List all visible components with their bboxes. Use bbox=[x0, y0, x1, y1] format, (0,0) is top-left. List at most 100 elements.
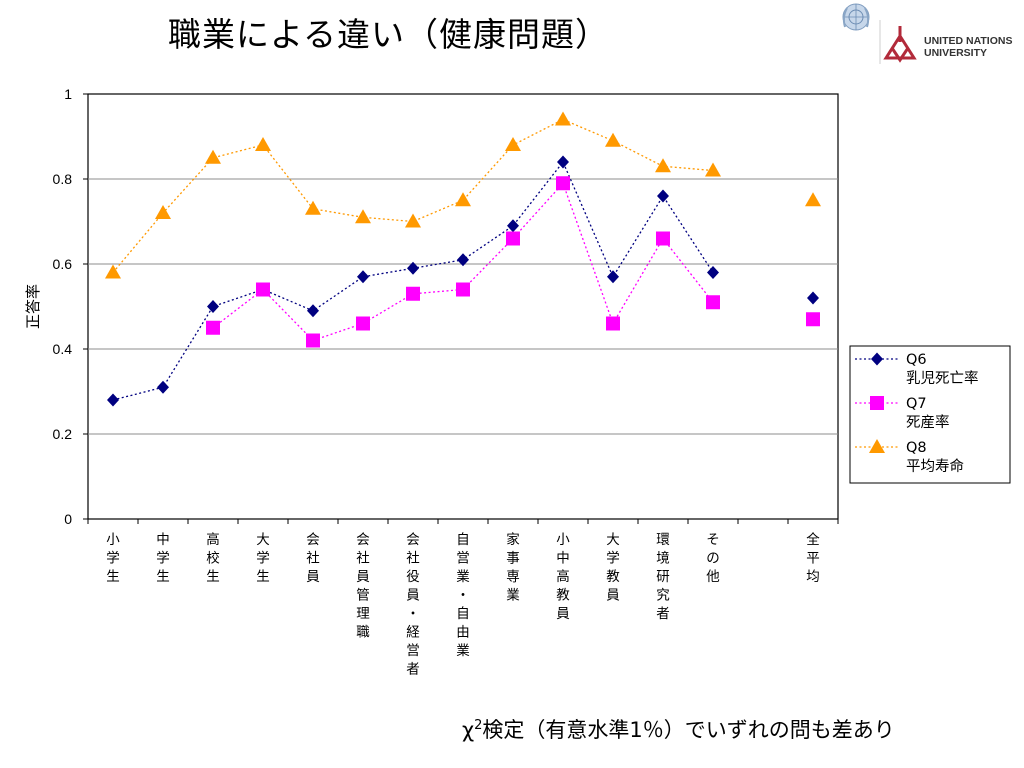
data-point bbox=[256, 282, 270, 297]
data-point bbox=[606, 316, 620, 331]
legend-marker bbox=[869, 439, 885, 453]
data-point bbox=[305, 200, 321, 215]
x-tick-char: 会 bbox=[356, 532, 370, 548]
x-tick-char: 職 bbox=[356, 625, 370, 641]
x-tick-char: ・ bbox=[406, 606, 420, 622]
x-tick-char: 校 bbox=[206, 550, 220, 567]
x-tick-char: 生 bbox=[106, 569, 120, 585]
data-point bbox=[807, 291, 819, 305]
x-tick-char: 営 bbox=[456, 551, 470, 567]
series-line bbox=[112, 118, 714, 273]
x-tick-char: 事 bbox=[506, 551, 520, 567]
series-line bbox=[112, 160, 714, 401]
x-tick-char: の bbox=[706, 551, 720, 567]
data-point bbox=[307, 304, 319, 318]
x-tick-label: 小学生 bbox=[106, 532, 120, 585]
data-point bbox=[306, 333, 320, 348]
org-name-line2: UNIVERSITY bbox=[924, 47, 988, 59]
x-tick-label: 全平均 bbox=[806, 531, 820, 585]
x-tick-char: 業 bbox=[456, 643, 470, 659]
org-name-line1: UNITED NATIONS bbox=[924, 35, 1013, 47]
x-tick-char: 究 bbox=[656, 588, 670, 604]
data-point bbox=[205, 149, 221, 164]
data-point bbox=[356, 316, 370, 331]
x-tick-char: 業 bbox=[456, 569, 470, 585]
logo-graphics bbox=[842, 3, 917, 64]
y-tick-label: 0.6 bbox=[53, 256, 73, 272]
data-point bbox=[605, 132, 621, 147]
x-tick-label: その他 bbox=[706, 532, 720, 585]
series-markers bbox=[105, 111, 821, 407]
footnote-chi: χ bbox=[462, 718, 475, 742]
series-lines bbox=[112, 118, 714, 401]
data-point bbox=[557, 155, 569, 169]
data-point bbox=[805, 192, 821, 207]
data-point bbox=[707, 266, 719, 279]
x-tick-char: 境 bbox=[656, 551, 670, 567]
data-point bbox=[607, 270, 619, 284]
data-point bbox=[157, 380, 169, 394]
data-point bbox=[406, 286, 420, 301]
legend-label: 平均寿命 bbox=[906, 457, 964, 475]
data-point bbox=[556, 176, 570, 191]
x-tick-char: 自 bbox=[456, 606, 470, 622]
y-axis-label: 正答率 bbox=[24, 284, 42, 329]
x-tick-char: そ bbox=[706, 532, 720, 548]
data-point bbox=[206, 320, 220, 335]
unu-logo: UNITED NATIONS UNIVERSITY bbox=[836, 2, 1024, 66]
y-tick-label: 0.2 bbox=[53, 426, 73, 442]
x-tick-char: 社 bbox=[406, 551, 420, 567]
legend-label: Q8 bbox=[906, 440, 927, 456]
x-tick-char: 生 bbox=[156, 569, 170, 585]
x-tick-char: 員 bbox=[356, 569, 370, 585]
x-tick-char: 大 bbox=[256, 532, 270, 548]
x-tick-char: 員 bbox=[306, 569, 320, 585]
data-point bbox=[706, 295, 720, 310]
y-tick-label: 1 bbox=[64, 86, 72, 102]
data-point bbox=[656, 231, 670, 246]
legend-label: 乳児死亡率 bbox=[906, 370, 979, 387]
x-tick-char: 他 bbox=[706, 569, 720, 585]
x-tick-char: 学 bbox=[106, 551, 120, 567]
data-point bbox=[506, 231, 520, 246]
x-tick-char: 経 bbox=[406, 625, 420, 641]
x-tick-char: 会 bbox=[306, 532, 320, 548]
x-tick-char: 業 bbox=[506, 588, 520, 604]
un-emblem-icon bbox=[842, 3, 870, 31]
x-tick-char: 理 bbox=[356, 606, 370, 622]
data-point bbox=[456, 282, 470, 297]
x-tick-char: 者 bbox=[656, 606, 670, 622]
legend-marker bbox=[870, 396, 884, 410]
x-tick-char: 員 bbox=[606, 588, 620, 604]
footnote-text: 検定（有意水準1％）でいずれの問も差あり bbox=[482, 718, 895, 742]
x-tick-char: 大 bbox=[606, 532, 620, 548]
x-tick-char: ・ bbox=[456, 588, 470, 604]
y-tick-label: 0 bbox=[64, 511, 72, 527]
x-tick-char: 高 bbox=[206, 531, 220, 548]
x-tick-label: 大学生 bbox=[256, 532, 270, 585]
x-tick-char: 全 bbox=[806, 531, 820, 548]
data-point bbox=[705, 162, 721, 177]
data-point bbox=[155, 205, 171, 219]
x-tick-char: 学 bbox=[156, 551, 170, 567]
x-tick-char: 自 bbox=[456, 532, 470, 548]
footnote: χ2検定（有意水準1％）でいずれの問も差あり bbox=[462, 714, 895, 744]
data-point bbox=[105, 264, 121, 279]
x-tick-char: 教 bbox=[556, 588, 570, 604]
page-title: 職業による違い（健康問題） bbox=[168, 15, 610, 54]
data-point bbox=[806, 312, 820, 327]
x-tick-char: 環 bbox=[656, 532, 670, 548]
x-tick-char: 由 bbox=[456, 625, 470, 641]
y-axis-ticks: 0 0.2 0.4 0.6 0.8 1 bbox=[53, 86, 839, 527]
x-tick-char: 小 bbox=[106, 532, 120, 548]
x-tick-char: 小 bbox=[556, 532, 570, 548]
y-tick-label: 0.4 bbox=[53, 341, 73, 357]
x-tick-char: 平 bbox=[806, 551, 820, 567]
x-tick-char: 学 bbox=[256, 551, 270, 567]
